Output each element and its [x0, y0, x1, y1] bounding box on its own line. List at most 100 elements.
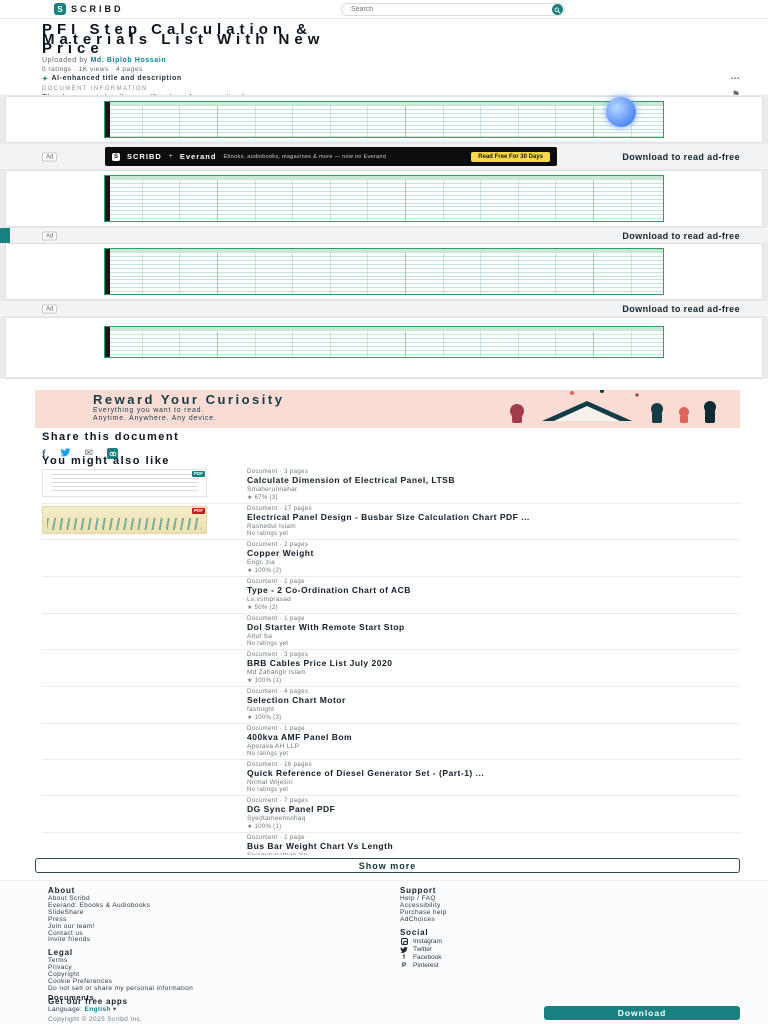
- you-might-also-like-heading: You might also like: [42, 455, 170, 467]
- item-rating: No ratings yet: [247, 531, 289, 537]
- item-title: 400kva AMF Panel Bom: [247, 732, 353, 742]
- download-ad-free-link-3[interactable]: Download to read ad-free: [622, 303, 740, 314]
- footer-link-press[interactable]: Press: [48, 915, 67, 923]
- item-meta: Document · 16 pages: [247, 762, 312, 768]
- related-item-11[interactable]: Document · 1 page Bus Bar Weight Chart V…: [42, 833, 740, 855]
- related-item-9[interactable]: Document · 16 pages Quick Reference of D…: [42, 760, 740, 796]
- copy-link-icon: [107, 448, 119, 459]
- item-meta: Document · 3 pages: [247, 469, 309, 475]
- item-meta: Document · 17 pages: [247, 506, 312, 512]
- related-item-1[interactable]: PDF Document · 3 pages Calculate Dimensi…: [42, 467, 740, 504]
- item-title: Quick Reference of Diesel Generator Set …: [247, 768, 485, 778]
- item-author: Aporava AH LLP: [247, 743, 300, 750]
- download-ad-free-link-1[interactable]: Download to read ad-free: [622, 151, 740, 162]
- footer-support-heading: Support: [400, 886, 437, 895]
- related-item-7[interactable]: Document · 4 pages Selection Chart Motor…: [42, 687, 740, 724]
- document-viewer: Ad S SCRIBD + Everand Ebooks, audiobooks…: [0, 95, 768, 379]
- star-icon: ★: [247, 824, 253, 830]
- footer-link-everand[interactable]: Everand: Ebooks & Audiobooks: [48, 901, 151, 909]
- related-item-10[interactable]: Document · 7 pages DG Sync Panel PDF Sye…: [42, 796, 740, 833]
- download-ad-free-link-2[interactable]: Download to read ad-free: [622, 230, 740, 241]
- copy-link-button[interactable]: [107, 448, 119, 459]
- item-meta: Document · 4 pages: [247, 689, 309, 695]
- read-free-30-days-button[interactable]: Read Free For 30 Days: [471, 151, 550, 162]
- item-meta: Document · 1 page: [247, 579, 305, 585]
- footer-link-join-team[interactable]: Join our team!: [48, 922, 95, 930]
- footer-link-slideshare[interactable]: SlideShare: [48, 908, 84, 916]
- footer-link-twitter[interactable]: Twitter: [400, 946, 700, 954]
- share-email-button[interactable]: ✉: [85, 448, 93, 459]
- document-stats: 0 ratings · 1K views · 4 pages: [42, 65, 143, 73]
- related-item-6[interactable]: Document · 3 pages BRB Cables Price List…: [42, 650, 740, 687]
- footer-link-cookie-preferences[interactable]: Cookie Preferences: [48, 978, 113, 986]
- share-section: Share this document f ✉: [42, 431, 179, 461]
- footer-link-copyright[interactable]: Copyright: [48, 971, 80, 979]
- footer-link-instagram[interactable]: Instagram: [400, 938, 700, 946]
- item-rating: ★ 50% (2): [247, 605, 278, 611]
- related-item-5[interactable]: Document · 1 page Dol Starter With Remot…: [42, 614, 740, 650]
- sticky-download-button[interactable]: Download: [544, 1006, 740, 1020]
- pinterest-icon: P: [401, 962, 406, 969]
- item-rating: ★ 100% (1): [247, 824, 282, 830]
- document-page-3: [6, 244, 762, 299]
- promo-subtext: Ebooks, audiobooks, magazines & more — n…: [223, 153, 387, 160]
- uploaded-by-label: Uploaded by: [42, 56, 88, 64]
- footer-link-terms[interactable]: Terms: [48, 957, 68, 965]
- ai-enhanced-row: ✦ AI-enhanced title and description: [42, 75, 740, 83]
- item-rating: ★ 67% (3): [247, 495, 278, 501]
- footer-link-privacy[interactable]: Privacy: [48, 964, 73, 972]
- footer-documents-label[interactable]: Documents: [48, 993, 95, 1002]
- footer-link-contact[interactable]: Contact us: [48, 929, 84, 937]
- search-button[interactable]: [552, 4, 563, 15]
- spreadsheet-table-1: [104, 101, 664, 138]
- show-more-button[interactable]: Show more: [35, 858, 740, 873]
- search-bar[interactable]: [341, 3, 565, 16]
- footer-link-purchase-help[interactable]: Purchase help: [400, 908, 447, 916]
- item-author: Nirmal Wijesiri: [247, 779, 294, 786]
- document-thumbnail: PDF: [42, 469, 207, 497]
- ai-assistant-button[interactable]: [606, 97, 636, 127]
- search-input[interactable]: [342, 6, 552, 13]
- item-title: Selection Chart Motor: [247, 695, 346, 705]
- ad-label: Ad: [42, 304, 58, 313]
- pdf-badge: PDF: [192, 471, 205, 477]
- footer-link-invite[interactable]: Invite friends: [48, 936, 91, 944]
- share-twitter-button[interactable]: [60, 446, 71, 461]
- footer-link-facebook[interactable]: f Facebook: [400, 954, 700, 962]
- footer-link-adchoices[interactable]: AdChoices: [400, 915, 436, 923]
- share-facebook-button[interactable]: f: [42, 448, 46, 460]
- pdf-badge: PDF: [192, 508, 205, 514]
- footer-link-do-not-sell[interactable]: Do not sell or share my personal informa…: [48, 984, 194, 992]
- everand-promo-banner[interactable]: S SCRIBD + Everand Ebooks, audiobooks, m…: [105, 147, 557, 166]
- footer-link-about-scribd[interactable]: About Scribd: [48, 895, 91, 902]
- language-selector[interactable]: Language: English ▾: [48, 1005, 142, 1013]
- instagram-label: Instagram: [413, 937, 442, 945]
- related-item-3[interactable]: Document · 2 pages Copper Weight Engr. z…: [42, 540, 740, 577]
- pinterest-label: Pinterest: [413, 961, 439, 969]
- facebook-icon: f: [42, 447, 46, 460]
- promo-brand-scribd: SCRIBD: [127, 152, 162, 161]
- reward-line-2: Anytime. Anywhere. Any device.: [93, 415, 217, 422]
- spreadsheet-table-3: [104, 248, 664, 295]
- uploader-link[interactable]: Md. Biplob Hossain: [90, 56, 167, 64]
- kebab-menu-icon[interactable]: …: [730, 71, 740, 82]
- related-documents-list: PDF Document · 3 pages Calculate Dimensi…: [42, 467, 740, 855]
- document-page-4: [6, 318, 762, 377]
- flag-icon[interactable]: ⚑: [731, 89, 740, 99]
- ad-label: Ad: [42, 231, 58, 240]
- item-title: Electrical Panel Design - Busbar Size Ca…: [247, 512, 530, 522]
- footer-link-pinterest[interactable]: P Pinterest: [400, 962, 700, 970]
- top-bar: S SCRIBD: [0, 0, 768, 19]
- item-author: fastnight: [247, 706, 275, 713]
- teal-tab-decoration: [0, 228, 10, 243]
- related-item-8[interactable]: Document · 1 page 400kva AMF Panel Bom A…: [42, 724, 740, 760]
- item-author: Ls.vsmprasad: [247, 596, 292, 603]
- related-item-2[interactable]: PDF Document · 17 pages Electrical Panel…: [42, 504, 740, 540]
- scribd-logo[interactable]: S SCRIBD: [54, 3, 124, 15]
- related-item-4[interactable]: Document · 1 page Type - 2 Co-Ordination…: [42, 577, 740, 614]
- footer-link-help-faq[interactable]: Help / FAQ: [400, 895, 436, 902]
- chevron-down-icon: ▾: [113, 1006, 117, 1013]
- footer-link-accessibility[interactable]: Accessibility: [400, 901, 441, 909]
- facebook-icon: f: [403, 954, 405, 961]
- item-title: Type - 2 Co-Ordination Chart of ACB: [247, 585, 411, 595]
